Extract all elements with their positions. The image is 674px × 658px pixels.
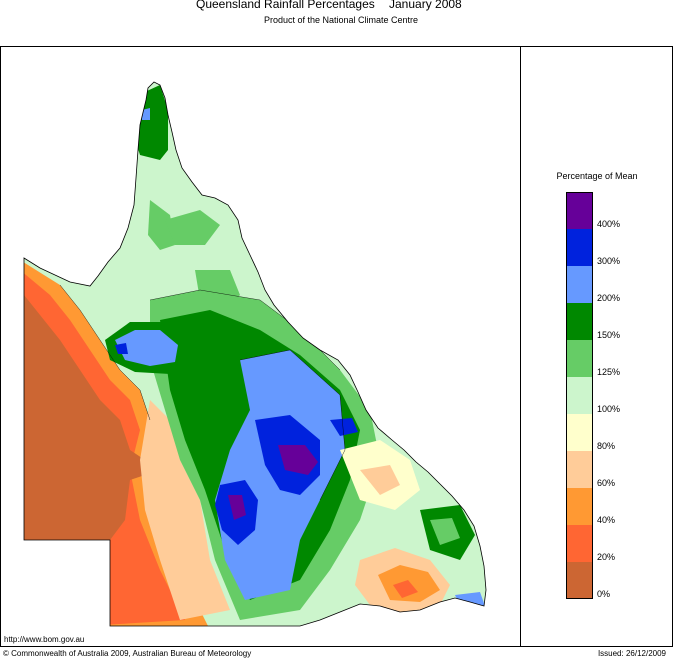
legend-title: Percentage of Mean (556, 171, 638, 181)
copyright-text: © Commonwealth of Australia 2009, Austra… (3, 649, 252, 658)
legend-label: 150% (597, 330, 621, 340)
legend-swatch (566, 488, 593, 525)
map-frame (0, 46, 673, 647)
map-title: Queensland Rainfall Percentages January … (0, 0, 674, 14)
legend-swatch (566, 303, 593, 340)
title-text: Queensland Rainfall Percentages (196, 0, 375, 11)
legend-swatch (566, 340, 593, 377)
issued-date: Issued: 26/12/2009 (597, 649, 666, 658)
map-subtitle: Product of the National Climate Centre (263, 15, 419, 25)
legend-swatch (566, 229, 593, 266)
legend-swatch (566, 266, 593, 303)
legend-label: 300% (597, 256, 621, 266)
legend-label: 100% (597, 404, 621, 414)
legend-swatch (566, 525, 593, 562)
legend-label: 20% (597, 552, 616, 562)
legend-label: 125% (597, 367, 621, 377)
period-text: January 2008 (389, 0, 462, 11)
legend-label: 80% (597, 441, 616, 451)
legend-swatch (566, 562, 593, 599)
legend-label: 0% (597, 589, 611, 599)
queensland-rainfall-map (23, 81, 487, 627)
legend-swatch (566, 192, 593, 229)
legend-label: 40% (597, 515, 616, 525)
legend-label: 200% (597, 293, 621, 303)
legend-swatch (566, 451, 593, 488)
legend-divider (520, 46, 521, 647)
legend-swatch (566, 377, 593, 414)
legend-label: 60% (597, 478, 616, 488)
source-url[interactable]: http://www.bom.gov.au (4, 635, 85, 644)
legend-swatch (566, 414, 593, 451)
legend-label: 400% (597, 219, 621, 229)
